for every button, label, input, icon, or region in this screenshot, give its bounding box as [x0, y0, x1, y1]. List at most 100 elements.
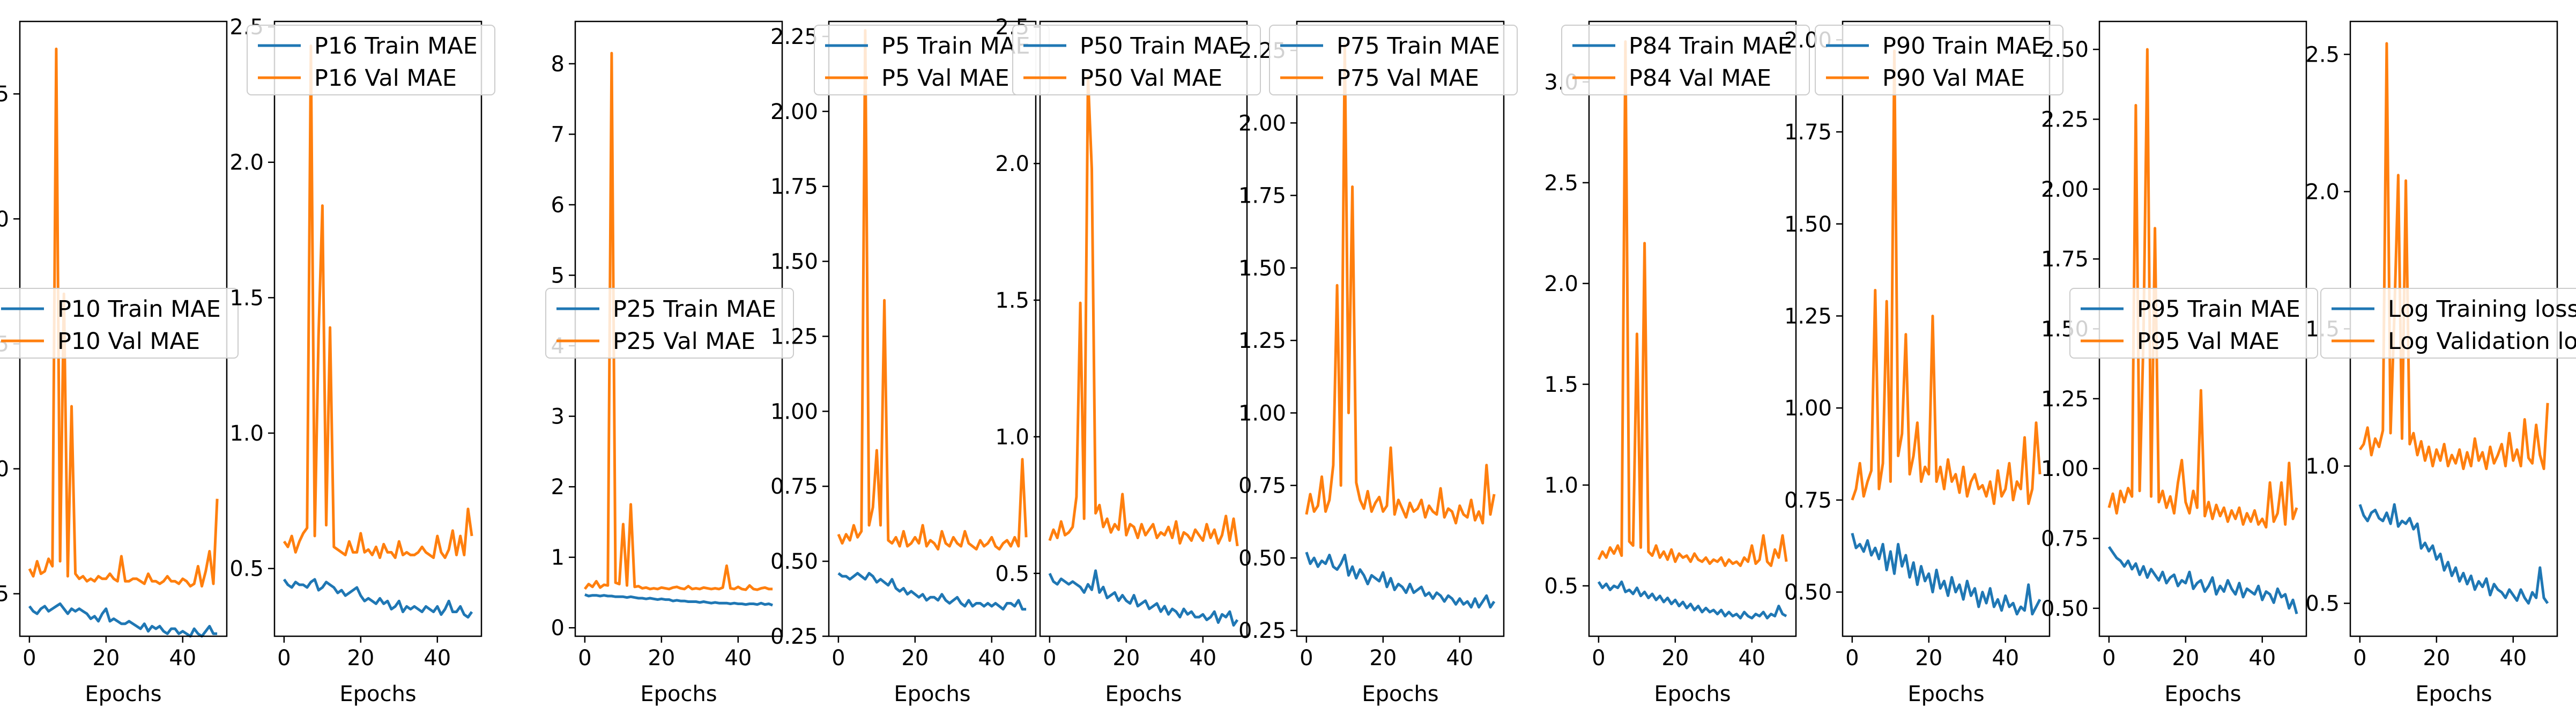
chart-panel: 0 20 40 Epochs 0.25 0.50 0.75 1.00 1.25 1.50 1.75 2…: [1238, 20, 1518, 706]
y-tick-label: 0.5: [995, 562, 1029, 586]
x-axis-label: Epochs: [640, 682, 717, 706]
y-tick-label: 1.75: [2041, 247, 2089, 272]
series-line: [1048, 75, 1239, 547]
y-tick-label: 2: [551, 475, 565, 500]
series-line: [1048, 569, 1239, 627]
y-tick-label: 0.5: [2305, 592, 2340, 616]
legend-label: P10 Train MAE: [57, 296, 221, 323]
y-tick-label: 2.00: [1238, 111, 1286, 136]
legend-label: P75 Train MAE: [1337, 33, 1500, 59]
x-tick-label: 0: [578, 646, 591, 671]
y-tick-label: 0: [551, 616, 565, 641]
legend-box: [2320, 288, 2576, 359]
plot-frame: [1039, 20, 1248, 637]
x-tick-label: 0: [23, 646, 36, 671]
y-tick-label: 1.00: [2041, 457, 2089, 481]
y-tick-label: 0.50: [770, 549, 818, 574]
x-tick-label: 20: [1915, 646, 1942, 671]
y-tick-label: 1.5: [995, 288, 1029, 313]
legend-label: P25 Train MAE: [613, 296, 776, 323]
legend: P16 Train MAE P16 Val MAE: [247, 25, 495, 95]
x-tick-label: 0: [1592, 646, 1605, 671]
legend-box: [1561, 25, 1810, 95]
y-tick-label: 0.75: [2041, 527, 2089, 552]
y-tick-label: 2.0: [1544, 272, 1578, 296]
x-axis-label: Epochs: [1654, 682, 1731, 706]
y-tick-label: 1.5: [1544, 373, 1578, 397]
series-line: [1305, 43, 1496, 525]
legend-label: P50 Train MAE: [1080, 33, 1243, 59]
x-axis-label: Epochs: [1907, 682, 1984, 706]
y-tick-label: 1.00: [1784, 396, 1832, 421]
series-line: [2358, 503, 2549, 605]
y-tick-label: 1.0: [0, 457, 9, 482]
x-axis-label: Epochs: [339, 682, 416, 706]
x-tick-label: 40: [2248, 646, 2276, 671]
series-line: [1597, 40, 1788, 567]
y-tick-label: 7: [551, 122, 565, 147]
series-line: [28, 602, 218, 638]
y-tick-label: 6: [551, 193, 565, 218]
y-tick-label: 1.0: [2305, 455, 2340, 479]
series-line: [837, 572, 1027, 611]
legend-box: [0, 288, 239, 359]
series-line: [837, 29, 1028, 551]
y-tick-label: 1.0: [1544, 473, 1578, 498]
y-tick-label: 1: [551, 546, 565, 570]
legend-box: [1269, 25, 1518, 95]
y-tick-label: 1.75: [770, 175, 818, 199]
series-line: [1597, 580, 1787, 620]
legend-label: P75 Val MAE: [1337, 65, 1479, 92]
legend-label: P10 Val MAE: [57, 328, 200, 355]
x-tick-label: 0: [1300, 646, 1313, 671]
y-tick-label: 0.75: [1784, 488, 1832, 513]
legend-box: [247, 25, 495, 95]
y-tick-label: 1.75: [1784, 120, 1832, 145]
x-tick-label: 0: [2102, 646, 2115, 671]
x-tick-label: 0: [1043, 646, 1056, 671]
y-tick-label: 1.00: [770, 399, 818, 424]
x-axis-label: Epochs: [85, 682, 161, 706]
y-tick-label: 2.0: [229, 151, 264, 175]
plot-frame: [273, 20, 482, 637]
x-tick-label: 40: [978, 646, 1005, 671]
legend-label: P5 Train MAE: [881, 33, 1030, 59]
y-tick-label: 0.5: [229, 557, 264, 582]
legend: P50 Train MAE P50 Val MAE: [1012, 25, 1261, 95]
x-tick-label: 20: [1112, 646, 1140, 671]
y-tick-label: 0.5: [1544, 574, 1578, 599]
chart-panel: 0 20 40Epochs0.500.751.001.251.501.752.002…: [2041, 20, 2318, 706]
plot-frame: [828, 20, 1037, 637]
y-tick-label: 0.75: [770, 474, 818, 499]
y-tick-label: 5: [551, 264, 565, 288]
y-tick-label: 1.50: [1238, 256, 1286, 281]
legend-label: P16 Train MAE: [314, 33, 478, 59]
x-axis-label: Epochs: [1105, 682, 1182, 706]
y-tick-label: 1.0: [995, 425, 1029, 450]
legend-label: Log Validation loss: [2388, 328, 2576, 355]
x-tick-label: 0: [1845, 646, 1859, 671]
y-tick-label: 2.0: [995, 152, 1029, 176]
y-tick-label: 3: [551, 405, 565, 429]
x-axis-label: Epochs: [2415, 682, 2492, 706]
series-line: [584, 593, 773, 607]
y-tick-label: 2.5: [2305, 42, 2340, 67]
series-line: [28, 47, 219, 588]
y-tick-label: 0.50: [2041, 597, 2089, 621]
x-tick-label: 40: [2499, 646, 2527, 671]
y-tick-label: 1.0: [229, 421, 264, 446]
plot-frame: [1842, 20, 2051, 637]
x-tick-label: 20: [901, 646, 929, 671]
y-tick-label: 2.00: [2041, 177, 2089, 202]
legend: P5 Train MAE P5 Val MAE: [814, 25, 1050, 95]
legend-box: [545, 288, 794, 359]
series-line: [2107, 48, 2298, 529]
legend: P10 Train MAE P10 Val MAE: [0, 288, 239, 359]
y-tick-label: 0.50: [1238, 546, 1286, 571]
y-tick-label: 1.25: [1238, 329, 1286, 353]
